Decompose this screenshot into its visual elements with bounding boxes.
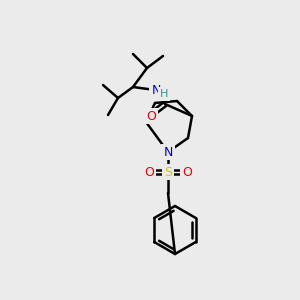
Text: O: O [144,166,154,178]
Text: O: O [146,110,156,122]
Text: N: N [151,83,161,97]
Text: H: H [160,89,168,99]
Text: N: N [163,146,173,158]
Text: S: S [164,166,172,178]
Text: O: O [182,166,192,178]
